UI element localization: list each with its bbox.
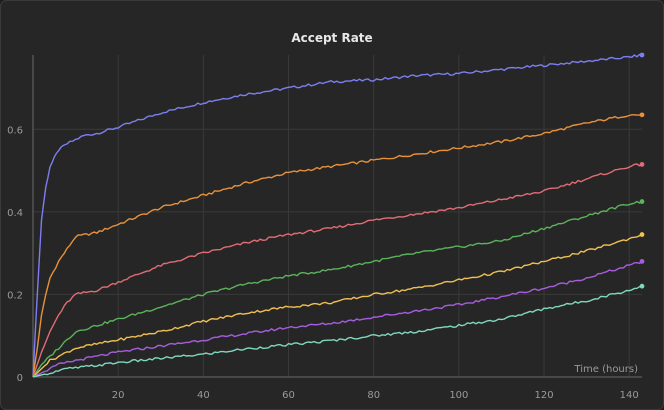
- series-end-point: [639, 161, 645, 167]
- series-end-point: [639, 52, 645, 58]
- y-tick-label: 0.2: [7, 290, 23, 301]
- series-end-point: [639, 283, 645, 289]
- series-line: [32, 200, 643, 378]
- series-line: [32, 163, 643, 378]
- series-line: [32, 114, 643, 378]
- chart-title: Accept Rate: [291, 31, 372, 45]
- series-line: [32, 285, 643, 378]
- grid-lines: [33, 55, 642, 377]
- series-line: [32, 53, 643, 378]
- series-line: [32, 233, 643, 378]
- x-tick-label: 40: [197, 390, 210, 401]
- series-end-point: [639, 112, 645, 118]
- y-tick-label: 0.6: [7, 125, 23, 136]
- x-tick-label: 120: [535, 390, 554, 401]
- series-end-point: [639, 232, 645, 237]
- x-tick-label: 20: [112, 390, 125, 401]
- x-axis-label: Time (hours): [573, 364, 638, 375]
- x-tick-label: 80: [367, 390, 380, 401]
- y-tick-labels: 0 0.2 0.4 0.6: [7, 125, 23, 384]
- series-end-point: [639, 199, 645, 204]
- series-lines: [32, 52, 645, 378]
- x-tick-label: 100: [449, 390, 468, 401]
- y-tick-label: 0: [17, 373, 23, 384]
- y-tick-label: 0.4: [7, 208, 23, 219]
- x-tick-labels: 20 40 60 80 100 120 140: [112, 390, 639, 401]
- x-tick-label: 140: [620, 390, 639, 401]
- series-line: [32, 260, 643, 378]
- series-end-point: [639, 259, 645, 264]
- axes: [32, 55, 642, 378]
- x-tick-label: 60: [282, 390, 295, 401]
